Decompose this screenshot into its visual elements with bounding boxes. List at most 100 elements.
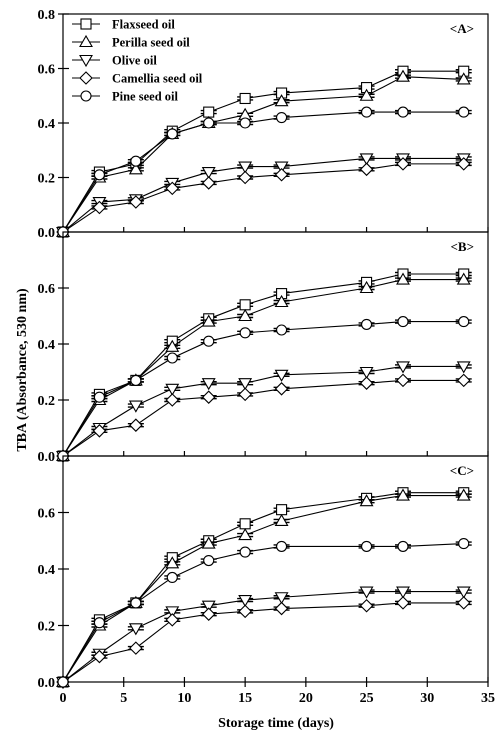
data-point: [165, 181, 180, 196]
series-line: [62, 365, 464, 457]
data-point: [166, 128, 178, 140]
data-point: [396, 488, 410, 501]
series-camellia-seed-oil: [56, 157, 472, 239]
data-point: [203, 117, 215, 129]
x-axis-title: Storage time (days): [218, 716, 334, 731]
data-point: [92, 424, 107, 438]
data-point: [359, 280, 374, 294]
data-point: [203, 106, 215, 118]
series-line: [62, 543, 464, 683]
legend-label: Flaxseed oil: [112, 18, 175, 32]
data-point: [396, 361, 410, 374]
data-point: [359, 494, 374, 507]
data-point: [396, 596, 410, 610]
data-point: [458, 316, 470, 328]
data-point: [456, 596, 471, 610]
data-point: [238, 527, 253, 541]
x-tick-label: 25: [360, 691, 374, 706]
x-tick-label: 35: [481, 691, 495, 706]
legend-entry: Perilla seed oil: [72, 34, 190, 50]
legend-entry: Flaxseed oil: [72, 18, 175, 32]
legend-marker: [79, 71, 93, 85]
series-line: [62, 602, 464, 683]
data-point: [92, 200, 107, 215]
data-point: [359, 162, 374, 177]
data-point: [456, 272, 471, 285]
series-line: [62, 273, 464, 457]
data-point: [361, 318, 373, 330]
data-point: [201, 314, 216, 327]
data-point: [201, 176, 216, 190]
legend: Flaxseed oil Perilla seed oil Olive oil Cam…: [72, 18, 203, 104]
data-point: [274, 167, 289, 182]
data-point: [129, 418, 143, 432]
data-point: [239, 299, 251, 311]
data-point: [359, 153, 374, 166]
data-point: [201, 167, 216, 180]
series-line: [62, 157, 464, 233]
x-tick-label: 5: [120, 691, 127, 706]
y-tick-label: 0.4: [38, 338, 56, 353]
panel-label: <A>: [450, 21, 474, 36]
series-pine-seed-oil: [57, 106, 472, 238]
data-point: [203, 335, 215, 347]
data-point: [276, 112, 288, 124]
data-point: [274, 601, 289, 616]
data-point: [238, 595, 253, 608]
data-point: [359, 88, 374, 101]
data-point: [396, 157, 410, 171]
series-olive-oil: [56, 586, 472, 690]
data-point: [361, 106, 373, 118]
y-axis-title: TBA (Absorbance, 530 nm): [15, 288, 30, 452]
data-point: [93, 169, 105, 181]
series-line: [62, 321, 464, 457]
data-point: [274, 369, 289, 382]
y-tick-label: 0.2: [38, 620, 56, 635]
data-point: [201, 536, 216, 549]
data-point: [359, 598, 374, 613]
x-tick-label: 10: [177, 691, 191, 706]
data-point: [128, 400, 143, 413]
data-point: [93, 617, 105, 629]
legend-marker: [79, 54, 93, 68]
panel-frame: [62, 455, 489, 683]
legend-marker: [80, 90, 92, 102]
data-point: [458, 106, 470, 118]
data-point: [166, 571, 178, 584]
data-point: [92, 649, 107, 664]
y-tick-label: 0.6: [38, 507, 56, 522]
data-point: [274, 592, 289, 605]
y-tick-label: 0.6: [38, 282, 56, 297]
data-point: [456, 586, 471, 599]
data-point: [239, 327, 251, 339]
legend-marker: [79, 34, 93, 48]
data-point: [238, 170, 252, 185]
y-tick-label: 0.2: [38, 172, 56, 187]
data-point: [165, 383, 180, 396]
series-line: [62, 279, 464, 457]
data-point: [396, 69, 410, 82]
data-point: [361, 540, 373, 552]
panel-label: <C>: [450, 463, 474, 478]
series-line: [62, 379, 464, 457]
data-point: [57, 676, 69, 688]
data-point: [456, 72, 471, 85]
data-point: [274, 161, 289, 174]
data-point: [359, 366, 374, 380]
data-point: [396, 586, 410, 599]
data-point: [165, 339, 180, 352]
data-point: [165, 606, 180, 619]
series-flaxseed-oil: [57, 487, 472, 688]
y-tick-label: 0.0: [38, 450, 56, 465]
y-tick-label: 0.2: [38, 394, 56, 409]
y-tick-label: 0.6: [38, 63, 56, 78]
data-point: [456, 488, 471, 501]
series-perilla-seed-oil: [56, 488, 472, 688]
y-tick-label: 0.0: [38, 676, 56, 691]
data-point: [165, 393, 180, 407]
data-point: [93, 391, 105, 403]
series-camellia-seed-oil: [56, 373, 472, 463]
data-point: [456, 361, 471, 374]
data-point: [397, 106, 409, 118]
